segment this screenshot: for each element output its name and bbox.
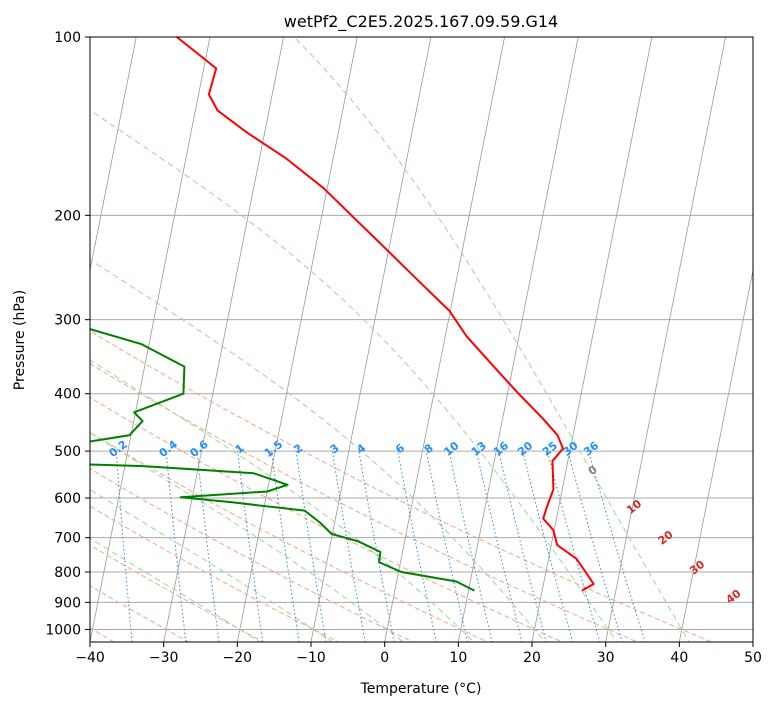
moist-adiabat-line: [90, 109, 618, 642]
x-tick-label: −20: [223, 650, 253, 666]
y-axis-ticks: 100 200 300 400 500 600 700 800 900 1000: [45, 30, 90, 638]
dry-adiabat-line: [90, 431, 489, 642]
moist-adiabat-label: 10: [624, 497, 644, 517]
isotherm-line: [163, 37, 284, 642]
mixing-ratio-label: 1: [233, 441, 247, 456]
dry-adiabat-line: [90, 363, 639, 642]
moist-adiabat-label: 20: [656, 528, 676, 548]
moist-adiabat-line: [90, 259, 546, 642]
plot-area: -100-90-80-70-60-50-40-30-20-10010203040…: [0, 24, 753, 654]
x-tick-label: −30: [149, 650, 179, 666]
mixing-ratio-label: 3: [328, 441, 342, 456]
dry-adiabat-line: [90, 468, 415, 642]
mixing-ratio-label: 1.5: [262, 438, 285, 460]
y-tick-label: 700: [54, 531, 81, 547]
mixing-ratio-label: 13: [469, 439, 489, 459]
mixing-ratio-label: 10: [441, 439, 461, 459]
y-axis-label: Pressure (hPa): [12, 290, 28, 390]
isotherm-line: [752, 639, 753, 642]
mixing-ratio-label: 20: [515, 439, 535, 459]
dewpoint-line: [90, 328, 475, 592]
isotherm-line: [0, 24, 65, 654]
mixing-ratio-line: [358, 451, 395, 642]
moist-adiabat-label: 40: [723, 587, 743, 607]
dry-adiabat-line: [90, 585, 190, 642]
mixing-ratio-line: [237, 451, 264, 642]
moist-adiabats: [90, 37, 690, 642]
mixing-ratio-label: 6: [393, 441, 407, 456]
dry-adiabat-line: [90, 544, 265, 642]
x-tick-label: 20: [523, 650, 541, 666]
y-tick-label: 900: [54, 595, 81, 611]
dry-adiabat-line: [90, 330, 714, 642]
moist-adiabat-line: [90, 489, 334, 642]
y-tick-label: 200: [54, 208, 81, 224]
isotherm-line: [531, 37, 653, 642]
isotherm-line: [90, 37, 137, 273]
isobar-grid: [90, 37, 753, 630]
x-tick-label: 40: [670, 650, 688, 666]
isotherm-line: [605, 37, 726, 642]
mixing-ratio-line: [425, 451, 469, 642]
dry-adiabat-line: [90, 505, 340, 642]
isotherm-line: [384, 37, 505, 642]
mixing-ratio-line: [196, 451, 220, 642]
dry-adiabat-line: [90, 396, 564, 642]
plot-frame: [89, 36, 754, 643]
moist-adiabat-line: [90, 537, 262, 642]
x-axis-ticks: −40 −30 −20 −10 0 10 20 30 40 50: [75, 642, 762, 666]
mixing-ratio-line: [331, 451, 366, 642]
mixing-ratio-lines: [115, 450, 646, 642]
mixing-ratio-line: [498, 450, 547, 642]
y-tick-label: 300: [54, 313, 81, 329]
y-tick-label: 1000: [45, 622, 81, 638]
x-tick-label: −10: [296, 650, 326, 666]
x-tick-label: 10: [449, 650, 467, 666]
mixing-ratio-label: 0.4: [157, 438, 181, 460]
mixing-ratio-label: 4: [354, 441, 368, 456]
moist-adiabat-label: 30: [687, 558, 707, 578]
x-tick-label: 50: [744, 650, 762, 666]
mixing-ratio-label: 2: [291, 441, 305, 456]
mixing-ratio-line: [448, 450, 493, 642]
mixing-ratio-label: 16: [491, 439, 511, 459]
isotherm-line: [310, 37, 432, 642]
moist-adiabat-line: [90, 359, 475, 642]
mixing-ratio-label: 36: [581, 439, 601, 459]
mixing-ratio-line: [397, 451, 437, 642]
background-line-labels: -100-90-80-70-60-50-40-30-20-10010203040…: [107, 438, 744, 607]
mixing-ratio-line: [295, 451, 327, 642]
isotherm-line: [90, 37, 211, 642]
y-tick-label: 100: [54, 30, 81, 46]
mixing-ratio-line: [165, 451, 187, 642]
isotherm-line: [236, 37, 358, 642]
profile-series: [90, 37, 595, 592]
x-tick-label: 30: [597, 650, 615, 666]
mixing-ratio-line: [115, 451, 133, 642]
moist-adiabat-label: 0: [586, 463, 600, 478]
isotherm-line: [457, 37, 579, 642]
x-tick-label: −40: [75, 650, 105, 666]
chart-title: wetPf2_C2E5.2025.167.09.59.G14: [284, 12, 558, 32]
moist-adiabat-line: [293, 37, 690, 642]
mixing-ratio-line: [475, 450, 523, 642]
isotherm-grid: [0, 24, 753, 654]
mixing-ratio-line: [270, 451, 300, 642]
mixing-ratio-line: [522, 450, 574, 642]
y-tick-label: 400: [54, 387, 81, 403]
x-tick-label: 0: [380, 650, 389, 666]
dry-adiabat-line: [0, 24, 59, 654]
y-tick-label: 600: [54, 491, 81, 507]
mixing-ratio-line: [588, 450, 646, 642]
dry-adiabats: [0, 24, 714, 654]
mixing-ratio-line: [547, 450, 601, 642]
isotherm-line: [678, 268, 753, 642]
y-tick-label: 800: [54, 565, 81, 581]
temperature-line: [176, 37, 595, 592]
mixing-ratio-label: 8: [422, 441, 436, 456]
x-axis-label: Temperature (°C): [360, 681, 482, 697]
y-tick-label: 500: [54, 444, 81, 460]
